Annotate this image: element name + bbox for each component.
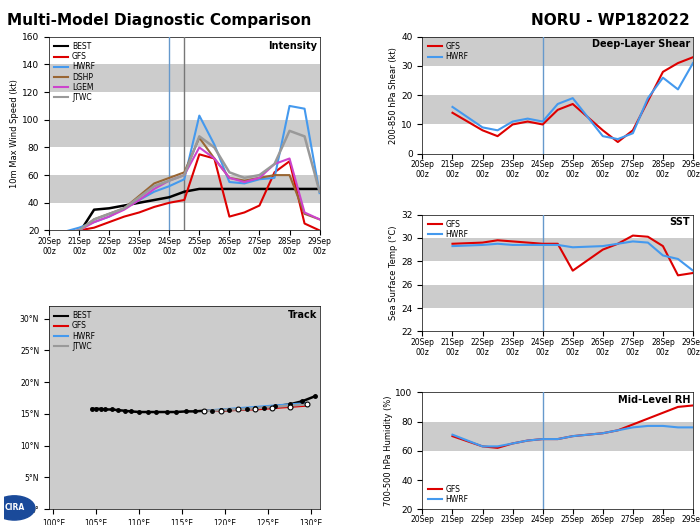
Bar	[422, 422, 693, 451]
Legend: GFS, HWRF: GFS, HWRF	[426, 40, 470, 63]
Bar	[422, 37, 693, 66]
Circle shape	[0, 496, 35, 520]
Y-axis label: 700-500 hPa Humidity (%): 700-500 hPa Humidity (%)	[384, 395, 393, 506]
Legend: GFS, HWRF: GFS, HWRF	[426, 483, 470, 506]
Text: Deep-Layer Shear: Deep-Layer Shear	[592, 39, 690, 49]
Bar	[422, 285, 693, 308]
Text: NORU - WP182022: NORU - WP182022	[531, 13, 690, 28]
Bar	[49, 120, 320, 148]
Bar	[49, 175, 320, 203]
Y-axis label: 10m Max Wind Speed (kt): 10m Max Wind Speed (kt)	[10, 79, 20, 188]
Legend: BEST, GFS, HWRF, DSHP, LGEM, JTWC: BEST, GFS, HWRF, DSHP, LGEM, JTWC	[52, 40, 97, 103]
Text: CIRA: CIRA	[4, 503, 25, 512]
Text: Intensity: Intensity	[268, 40, 317, 50]
Text: Mid-Level RH: Mid-Level RH	[618, 395, 690, 405]
Bar	[49, 65, 320, 92]
Legend: BEST, GFS, HWRF, JTWC: BEST, GFS, HWRF, JTWC	[52, 310, 97, 352]
Y-axis label: 200-850 hPa Shear (kt): 200-850 hPa Shear (kt)	[389, 47, 398, 144]
Y-axis label: Sea Surface Temp (°C): Sea Surface Temp (°C)	[389, 226, 398, 320]
Text: Multi-Model Diagnostic Comparison: Multi-Model Diagnostic Comparison	[7, 13, 312, 28]
Bar	[422, 95, 693, 124]
Bar	[422, 238, 693, 261]
Text: Track: Track	[288, 310, 317, 320]
Text: SST: SST	[670, 217, 690, 227]
Legend: GFS, HWRF: GFS, HWRF	[426, 218, 470, 240]
